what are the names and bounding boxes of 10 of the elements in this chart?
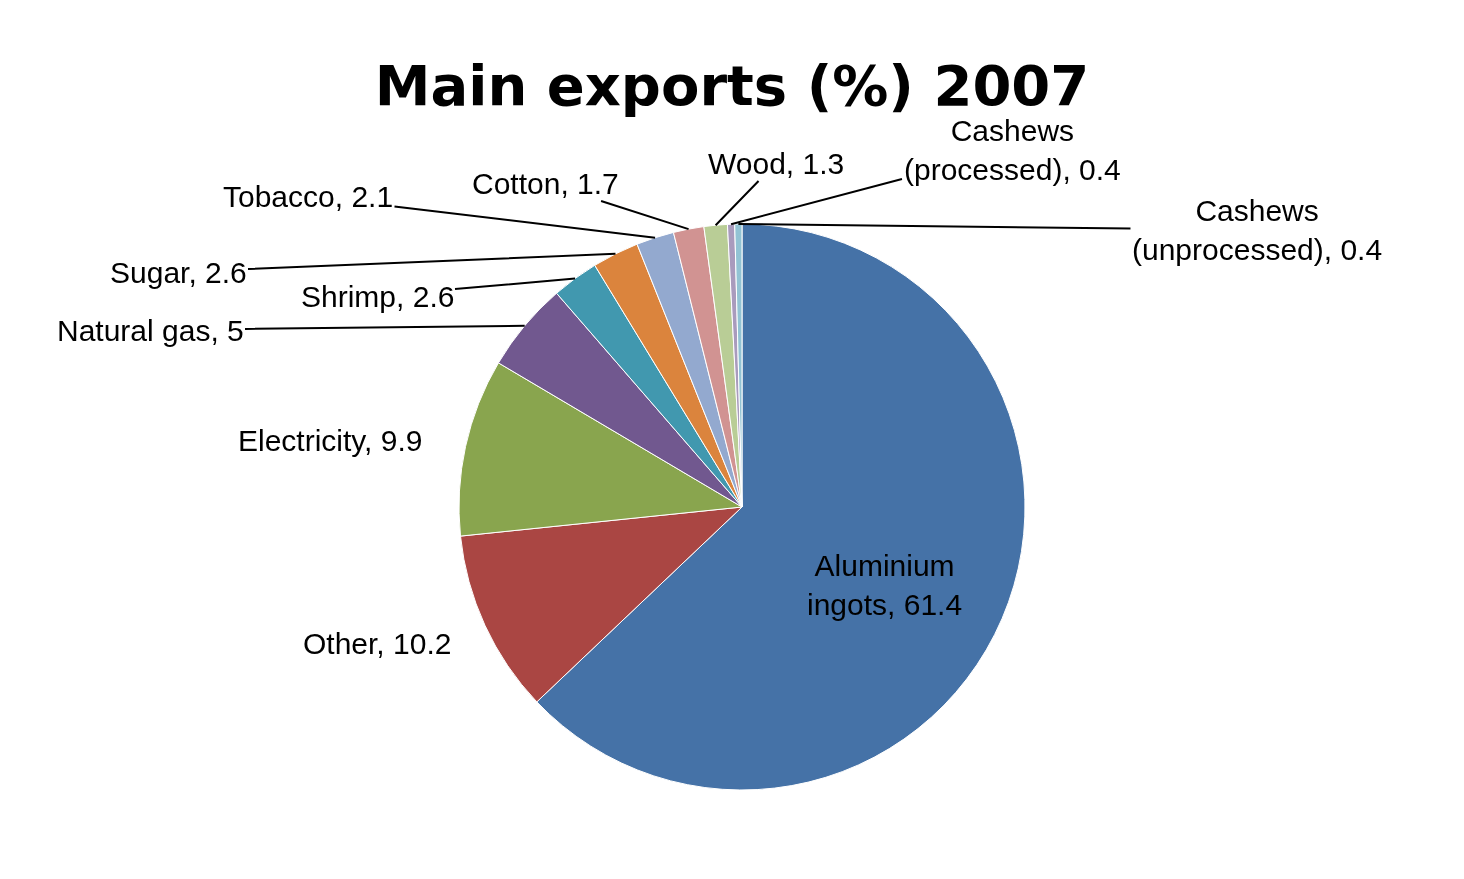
slice-label: Wood, 1.3 bbox=[708, 147, 845, 180]
slice-label: Cashews (unprocessed), 0.4 bbox=[1132, 194, 1383, 266]
slice-label: Electricity, 9.9 bbox=[238, 424, 423, 457]
slice-label: Aluminium ingots, 61.4 bbox=[807, 549, 963, 621]
slice-label: Shrimp, 2.6 bbox=[301, 280, 455, 313]
slice-label: Tobacco, 2.1 bbox=[223, 180, 394, 213]
slice-label: Cotton, 1.7 bbox=[472, 167, 619, 200]
slice-label: Sugar, 2.6 bbox=[110, 256, 247, 289]
slice-label: Other, 10.2 bbox=[303, 627, 452, 660]
slice-label: Natural gas, 5 bbox=[57, 314, 244, 347]
